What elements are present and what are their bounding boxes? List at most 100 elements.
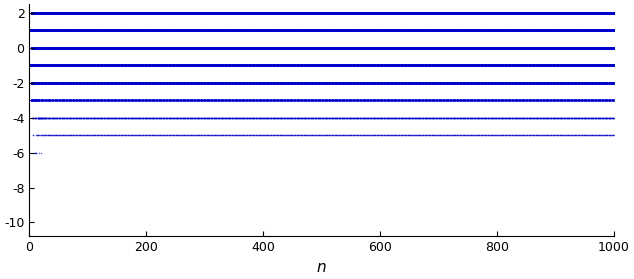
Point (350, 28, 360, 33)
Point (258, 11, 268, 15)
Point (350, 11, 360, 15)
Point (422, 45, 432, 50)
Point (86, 45, 96, 50)
Point (432, 11, 442, 15)
Point (458, 11, 468, 15)
Point (49, 11, 59, 15)
Point (86, 63, 96, 68)
Point (592, 45, 602, 50)
Point (276, 11, 286, 15)
Point (418, 11, 429, 15)
Point (518, 11, 528, 15)
Point (607, 11, 617, 15)
Point (351, 81, 361, 85)
Point (99, 63, 109, 68)
Point (167, 63, 178, 68)
Point (138, 63, 148, 68)
Point (454, 63, 464, 68)
Point (434, 11, 444, 15)
Point (30, 11, 40, 15)
Point (557, 11, 567, 15)
Point (349, 11, 359, 15)
Point (307, 45, 317, 50)
Point (311, 45, 321, 50)
Point (285, 11, 295, 15)
Point (232, 11, 242, 15)
Point (226, 63, 236, 68)
Point (286, 11, 296, 15)
Point (349, 45, 359, 50)
Point (562, 11, 573, 15)
Point (198, 81, 209, 85)
Point (351, 45, 361, 50)
Point (411, 45, 422, 50)
Point (564, 81, 574, 85)
Point (309, 63, 319, 68)
Point (174, 28, 184, 33)
Point (493, 133, 503, 137)
Point (313, 11, 323, 15)
Point (450, 11, 460, 15)
Point (85, 81, 95, 85)
Point (362, 11, 372, 15)
Point (531, 11, 541, 15)
Point (477, 11, 488, 15)
Point (61, 63, 71, 68)
Point (424, 28, 434, 33)
Point (515, 11, 525, 15)
Point (444, 11, 455, 15)
Point (352, 63, 362, 68)
Point (508, 63, 518, 68)
Point (163, 11, 173, 15)
Point (340, 63, 351, 68)
Point (263, 45, 273, 50)
Point (450, 98, 460, 102)
Point (181, 98, 191, 102)
Point (137, 45, 147, 50)
Point (362, 11, 372, 15)
Point (546, 11, 556, 15)
Point (432, 28, 442, 33)
Point (495, 28, 505, 33)
Point (38, 63, 48, 68)
Point (460, 28, 470, 33)
Point (172, 11, 182, 15)
Point (277, 11, 287, 15)
Point (399, 28, 409, 33)
Point (91, 11, 101, 15)
Point (374, 28, 384, 33)
Point (217, 11, 227, 15)
Point (152, 11, 162, 15)
Point (106, 11, 116, 15)
Point (183, 28, 193, 33)
Point (140, 28, 150, 33)
Point (251, 28, 261, 33)
Point (596, 45, 606, 50)
Point (124, 45, 134, 50)
Point (174, 11, 184, 15)
Point (371, 11, 381, 15)
Point (578, 63, 588, 68)
Point (330, 28, 340, 33)
Point (237, 11, 247, 15)
Point (545, 11, 555, 15)
Point (302, 63, 312, 68)
Point (267, 63, 277, 68)
Point (402, 11, 412, 15)
Point (534, 11, 544, 15)
Point (396, 11, 406, 15)
Point (299, 11, 309, 15)
Point (495, 63, 505, 68)
Point (247, 63, 257, 68)
Point (450, 11, 460, 15)
Point (383, 45, 393, 50)
Point (63, 11, 73, 15)
Point (458, 81, 469, 85)
Point (192, 81, 202, 85)
Point (34, 11, 44, 15)
Point (392, 11, 403, 15)
Point (110, 28, 120, 33)
Point (200, 11, 210, 15)
Point (427, 45, 437, 50)
Point (590, 11, 600, 15)
